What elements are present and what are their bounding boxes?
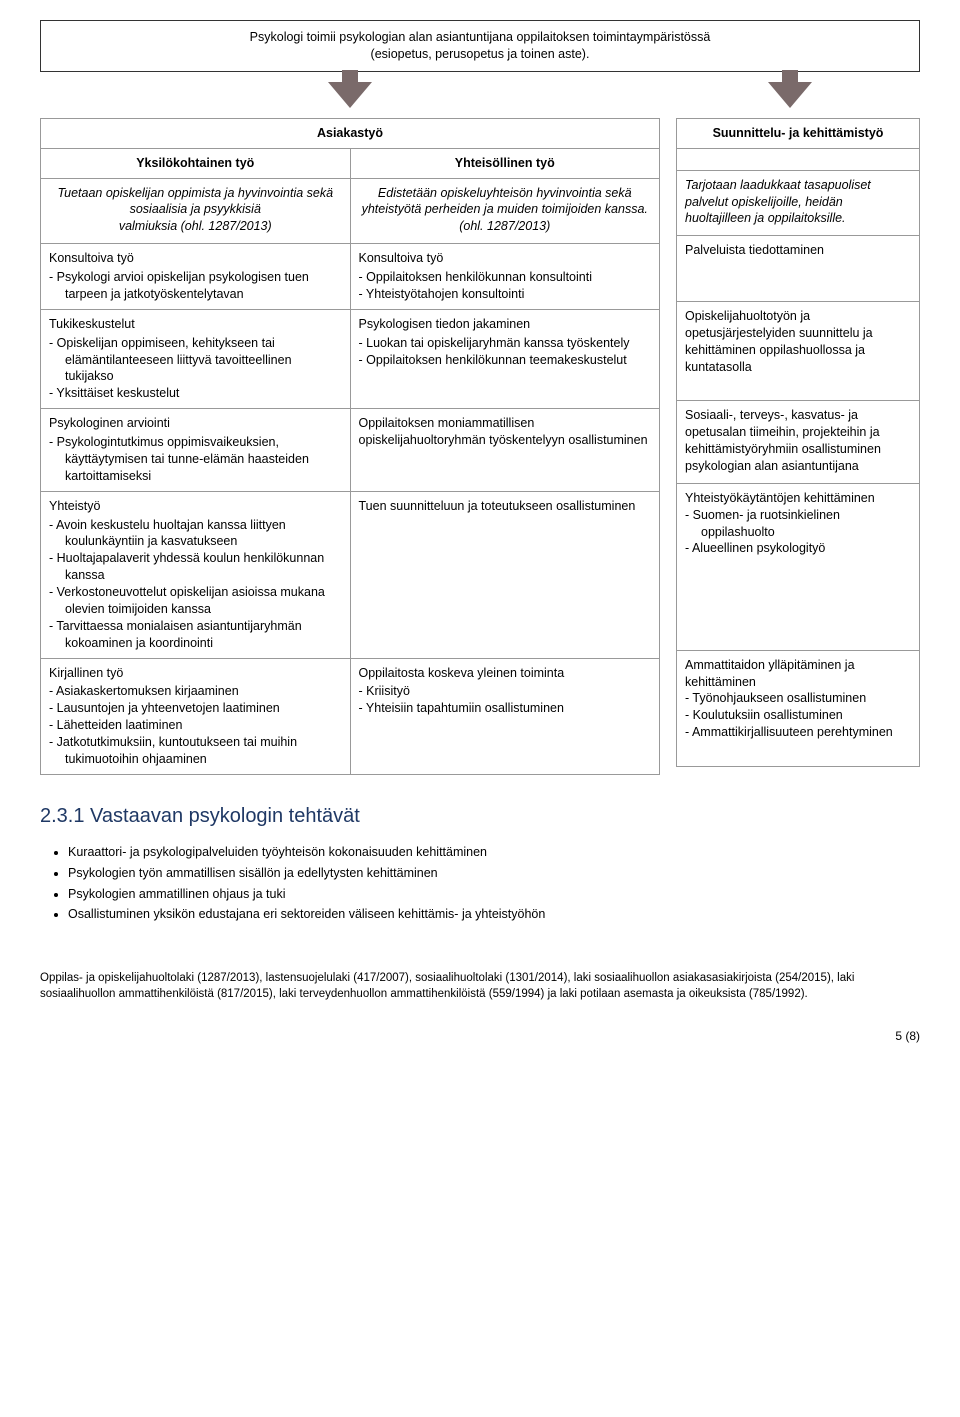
arrow-down-icon — [328, 82, 372, 108]
intro-line1: Psykologi toimii psykologian alan asiant… — [250, 30, 711, 44]
side-cell: Yhteistyökäytäntöjen kehittäminenSuomen-… — [677, 483, 920, 650]
side-table-wrap: Suunnittelu- ja kehittämistyö Tarjotaan … — [676, 118, 920, 775]
arrow-down-icon — [768, 82, 812, 108]
main-cell-right: Oppilaitoksen moniammatillisen opiskelij… — [350, 409, 660, 492]
side-cell: Tarjotaan laadukkaat tasapuoliset palvel… — [677, 170, 920, 236]
sub-header-left: Yksilökohtainen työ — [41, 148, 351, 178]
main-cell-right: Oppilaitosta koskeva yleinen toimintaKri… — [350, 658, 660, 774]
side-cell: Opiskelijahuoltotyön ja opetusjärjestely… — [677, 301, 920, 400]
intro-box: Psykologi toimii psykologian alan asiant… — [40, 20, 920, 72]
side-cell: Sosiaali-, terveys-, kasvatus- ja opetus… — [677, 401, 920, 484]
main-cell-left: TukikeskustelutOpiskelijan oppimiseen, k… — [41, 309, 351, 408]
main-cell-right: Edistetään opiskeluyhteisön hyvinvointia… — [350, 178, 660, 244]
main-table-wrap: Asiakastyö Yksilökohtainen työ Yhteisöll… — [40, 118, 660, 775]
section-title: 2.3.1 Vastaavan psykologin tehtävät — [40, 803, 920, 830]
main-table: Asiakastyö Yksilökohtainen työ Yhteisöll… — [40, 118, 660, 775]
main-header: Asiakastyö — [41, 118, 660, 148]
sub-header-right: Yhteisöllinen työ — [350, 148, 660, 178]
side-header: Suunnittelu- ja kehittämistyö — [677, 118, 920, 148]
side-cell: Palveluista tiedottaminen — [677, 236, 920, 302]
section-bullet: Psykologien työn ammatillisen sisällön j… — [68, 865, 920, 882]
main-cell-right: Tuen suunnitteluun ja toteutukseen osall… — [350, 491, 660, 658]
side-cell: Ammattitaidon ylläpitäminen ja kehittämi… — [677, 650, 920, 766]
main-cell-left: YhteistyöAvoin keskustelu huoltajan kans… — [41, 491, 351, 658]
section-bullet: Osallistuminen yksikön edustajana eri se… — [68, 906, 920, 923]
main-cell-right: Psykologisen tiedon jakaminenLuokan tai … — [350, 309, 660, 408]
main-cell-left: Psykologinen arviointiPsykologintutkimus… — [41, 409, 351, 492]
legal-text: Oppilas- ja opiskelijahuoltolaki (1287/2… — [40, 971, 920, 1002]
intro-line2: (esiopetus, perusopetus ja toinen aste). — [371, 47, 590, 61]
tables-row: Asiakastyö Yksilökohtainen työ Yhteisöll… — [40, 118, 920, 775]
main-cell-left: Konsultoiva työPsykologi arvioi opiskeli… — [41, 244, 351, 310]
side-table: Suunnittelu- ja kehittämistyö Tarjotaan … — [676, 118, 920, 767]
main-cell-left: Tuetaan opiskelijan oppimista ja hyvinvo… — [41, 178, 351, 244]
arrows-row — [40, 82, 920, 108]
page-number: 5 (8) — [40, 1028, 920, 1044]
main-cell-right: Konsultoiva työOppilaitoksen henkilökunn… — [350, 244, 660, 310]
section-bullets: Kuraattori- ja psykologipalveluiden työy… — [40, 844, 920, 924]
section-bullet: Kuraattori- ja psykologipalveluiden työy… — [68, 844, 920, 861]
main-cell-left: Kirjallinen työAsiakaskertomuksen kirjaa… — [41, 658, 351, 774]
section-bullet: Psykologien ammatillinen ohjaus ja tuki — [68, 886, 920, 903]
